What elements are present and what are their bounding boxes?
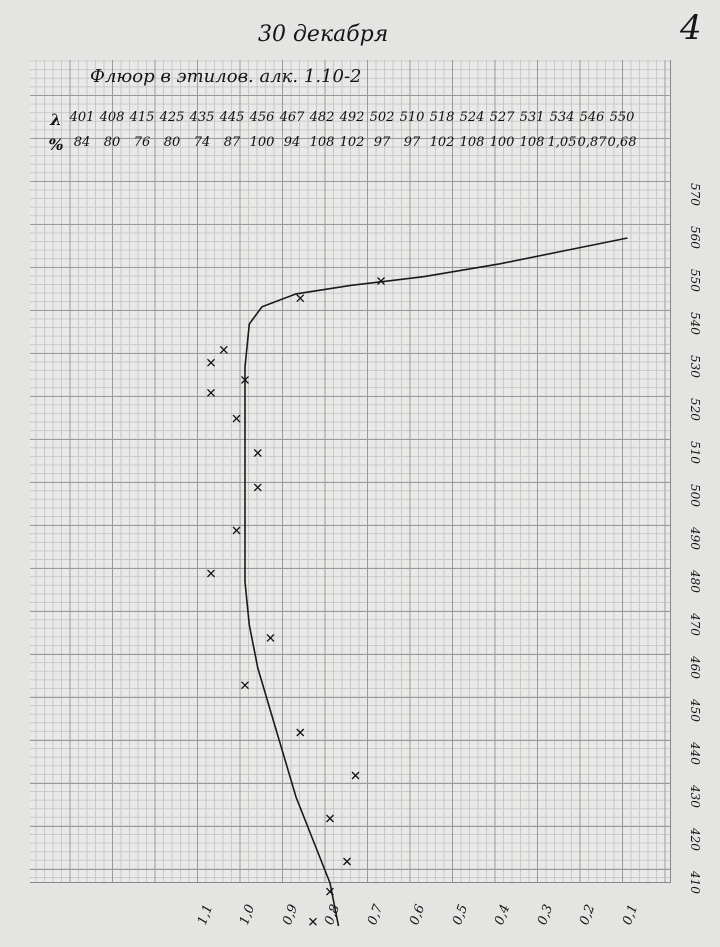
wavelength-cell: 518 <box>429 110 455 125</box>
y-tick-label: 430 <box>688 785 702 808</box>
data-point <box>266 633 275 642</box>
percent-cell: 97 <box>373 135 391 150</box>
wavelength-cell: 467 <box>279 110 305 125</box>
page-number: 4 <box>680 8 702 48</box>
y-tick-label: 520 <box>688 398 702 421</box>
percent-cell: 74 <box>193 135 211 150</box>
data-point <box>207 388 215 397</box>
wavelength-cell: 510 <box>399 110 425 125</box>
data-point <box>232 526 241 535</box>
row-label: % <box>48 135 64 154</box>
data-point <box>326 814 334 823</box>
y-tick-label: 510 <box>688 441 702 464</box>
wavelength-cell: 482 <box>309 110 335 125</box>
wavelength-row: λ 401 408 415 425 435 445 456 467 482 492 502 510 518… <box>45 110 637 129</box>
wavelength-cell: 550 <box>609 110 635 125</box>
percent-cell: 108 <box>309 135 335 150</box>
percent-cell: 100 <box>249 135 275 150</box>
y-tick-label: 560 <box>688 226 702 249</box>
wavelength-cell: 456 <box>249 110 275 125</box>
y-tick-label: 470 <box>688 613 702 636</box>
y-tick-label: 540 <box>688 312 702 335</box>
percent-cell: 102 <box>339 135 365 150</box>
data-point <box>326 887 334 896</box>
wavelength-cell: 401 <box>69 110 95 125</box>
percent-cell: 76 <box>133 135 151 150</box>
data-point <box>207 569 215 578</box>
percent-cell: 87 <box>223 135 241 150</box>
wavelength-cell: 445 <box>219 110 245 125</box>
y-tick-label: 570 <box>688 183 702 206</box>
percent-row: % 84 80 76 80 74 87 100 94 108 102 97 97 102 108 100 108… <box>45 135 637 154</box>
percent-cell: 0,68 <box>607 135 637 150</box>
percent-cell: 84 <box>73 135 91 150</box>
y-tick-label: 480 <box>688 570 702 593</box>
percent-cell: 102 <box>429 135 455 150</box>
wavelength-cell: 425 <box>159 110 185 125</box>
y-tick-label: 500 <box>688 484 702 507</box>
percent-cell: 100 <box>489 135 515 150</box>
y-tick-label: 550 <box>688 269 702 292</box>
wavelength-cell: 435 <box>189 110 215 125</box>
y-tick-label: 440 <box>688 742 702 765</box>
wavelength-cell: 531 <box>519 110 545 125</box>
data-point <box>207 358 215 367</box>
percent-cell: 0,87 <box>577 135 607 150</box>
row-label: λ <box>50 110 62 129</box>
percent-cell: 80 <box>103 135 121 150</box>
data-point <box>377 277 385 285</box>
wavelength-cell: 492 <box>339 110 365 125</box>
percent-cell: 80 <box>163 135 181 150</box>
data-point <box>219 345 228 354</box>
data-point <box>309 917 317 926</box>
y-tick-label: 490 <box>688 527 702 550</box>
data-point <box>253 483 262 492</box>
percent-cell: 108 <box>519 135 545 150</box>
wavelength-cell: 527 <box>489 110 515 125</box>
wavelength-cell: 408 <box>99 110 125 125</box>
data-point <box>296 294 305 303</box>
y-tick-label: 460 <box>688 656 702 679</box>
percent-cell: 97 <box>403 135 421 150</box>
y-tick-label: 420 <box>688 828 702 851</box>
date-heading: 30 декабря <box>258 22 389 47</box>
data-point <box>232 414 241 423</box>
wavelength-cell: 534 <box>549 110 575 125</box>
percent-cell: 108 <box>459 135 485 150</box>
wavelength-cell: 502 <box>369 110 395 125</box>
y-tick-label: 410 <box>688 871 702 894</box>
data-point <box>241 375 249 384</box>
fitted-curve <box>244 237 628 927</box>
data-point <box>296 728 305 737</box>
percent-cell: 94 <box>283 135 301 150</box>
data-point <box>343 857 351 866</box>
percent-cell: 1,05 <box>547 135 577 150</box>
data-point <box>241 681 249 690</box>
wavelength-cell: 546 <box>579 110 605 125</box>
wavelength-cell: 524 <box>459 110 485 125</box>
data-point <box>351 771 360 780</box>
graph-paper <box>30 60 671 883</box>
wavelength-cell: 415 <box>129 110 155 125</box>
chart-title: Флюор в этилов. алк. 1.10-2 <box>90 66 362 87</box>
y-tick-label: 450 <box>688 699 702 722</box>
y-tick-label: 530 <box>688 355 702 378</box>
data-point <box>253 449 262 457</box>
